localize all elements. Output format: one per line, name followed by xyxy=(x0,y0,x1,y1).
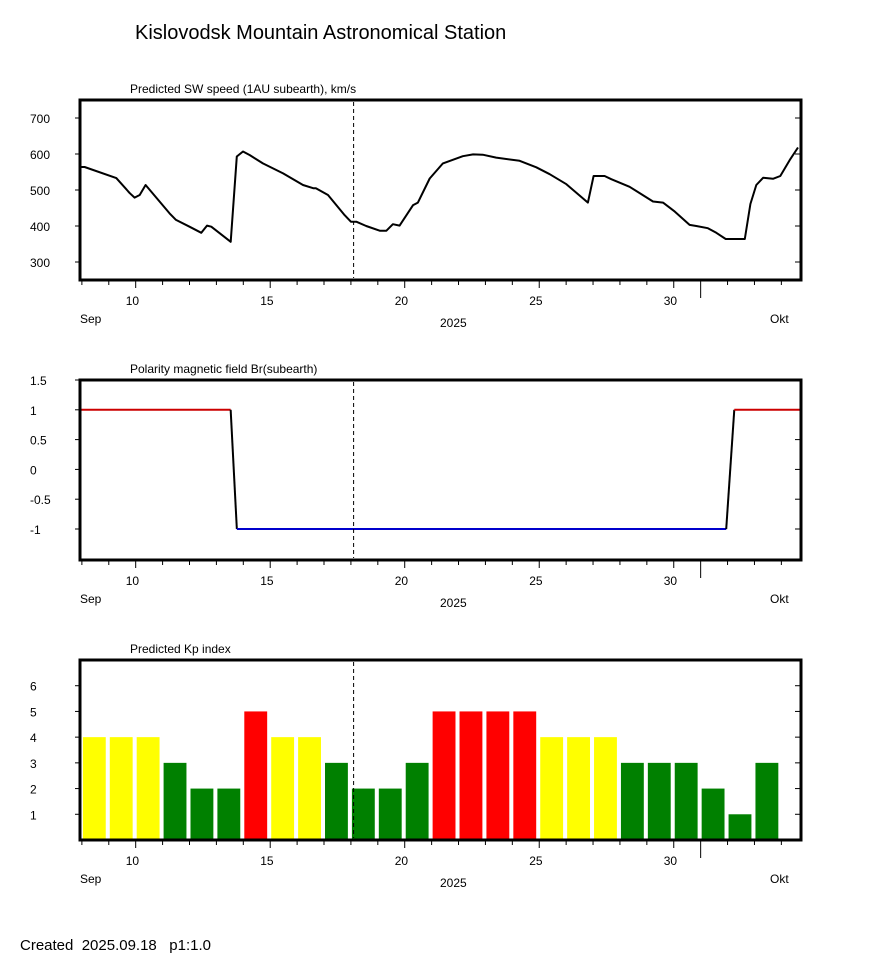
x-month-label-okt: Okt xyxy=(770,312,789,326)
kp-bar xyxy=(325,762,348,840)
plot-frame xyxy=(78,658,803,842)
y-tick-label: 6 xyxy=(30,680,37,694)
panel-title-kp: Predicted Kp index xyxy=(130,642,231,656)
y-tick-label: 300 xyxy=(30,256,50,270)
x-tick-label: 10 xyxy=(126,294,140,308)
kp-bar xyxy=(701,788,725,840)
x-month-label-sep: Sep xyxy=(80,872,102,886)
kp-bar xyxy=(620,762,644,840)
y-tick-label: 1 xyxy=(30,404,37,418)
x-tick-label: 15 xyxy=(260,854,274,868)
kp-bar xyxy=(298,737,321,840)
x-tick-label: 30 xyxy=(664,294,678,308)
polarity-transition-segment xyxy=(229,409,238,530)
kp-bar xyxy=(351,788,375,840)
y-tick-label: 3 xyxy=(30,757,37,771)
x-tick-label: 30 xyxy=(664,574,678,588)
kp-bar xyxy=(513,711,537,840)
kp-bar xyxy=(190,788,214,840)
x-tick-label: 25 xyxy=(529,294,543,308)
kp-bar xyxy=(432,711,456,840)
panel-title-sw-speed: Predicted SW speed (1AU subearth), km/s xyxy=(130,82,356,96)
x-tick-label: 30 xyxy=(664,854,678,868)
kp-bar xyxy=(567,737,591,840)
kp-bar xyxy=(728,814,752,840)
kp-bar xyxy=(109,737,133,840)
kp-bar xyxy=(82,737,106,840)
page-title: Kislovodsk Mountain Astronomical Station xyxy=(135,22,506,44)
kp-bar xyxy=(594,737,617,840)
x-tick-label: 10 xyxy=(126,574,140,588)
y-tick-label: 0.5 xyxy=(30,434,47,448)
kp-bar xyxy=(674,762,698,840)
x-month-label-okt: Okt xyxy=(770,872,789,886)
x-tick-label: 25 xyxy=(529,574,543,588)
kp-bar xyxy=(378,788,402,840)
kp-bar xyxy=(405,762,429,840)
x-tick-label: 20 xyxy=(395,294,409,308)
y-tick-label: 400 xyxy=(30,220,50,234)
y-tick-label: -1 xyxy=(30,523,41,537)
kp-bar xyxy=(136,737,160,840)
kp-bar xyxy=(647,762,671,840)
kp-bar xyxy=(540,737,564,840)
plot-frame xyxy=(78,378,803,562)
y-tick-label: 4 xyxy=(30,731,37,745)
y-tick-label: 0 xyxy=(30,463,37,477)
x-month-label-sep: Sep xyxy=(80,312,102,326)
kp-bar xyxy=(244,711,268,840)
x-tick-label: 20 xyxy=(395,574,409,588)
y-tick-label: 2 xyxy=(30,783,37,797)
kp-bar xyxy=(217,788,241,840)
footer-created: Created 2025.09.18 p1:1.0 xyxy=(20,937,211,954)
kp-bar xyxy=(459,711,483,840)
x-tick-label: 15 xyxy=(260,294,274,308)
x-year-label: 2025 xyxy=(440,316,467,330)
x-year-label: 2025 xyxy=(440,876,467,890)
x-year-label: 2025 xyxy=(440,596,467,610)
x-month-label-sep: Sep xyxy=(80,592,102,606)
x-month-label-okt: Okt xyxy=(770,592,789,606)
kp-bar xyxy=(486,711,510,840)
panel-title-polarity: Polarity magnetic field Br(subearth) xyxy=(130,362,317,376)
sw-speed-line xyxy=(80,146,799,243)
x-tick-label: 10 xyxy=(126,854,140,868)
polarity-transition-segment xyxy=(725,409,736,530)
y-tick-label: -0.5 xyxy=(30,493,51,507)
x-tick-label: 15 xyxy=(260,574,274,588)
kp-bar xyxy=(163,762,187,840)
plot-frame xyxy=(78,98,803,282)
y-tick-label: 500 xyxy=(30,184,50,198)
y-tick-label: 5 xyxy=(30,705,37,719)
kp-bar xyxy=(271,737,295,840)
x-tick-label: 20 xyxy=(395,854,409,868)
y-tick-label: 1 xyxy=(30,808,37,822)
y-tick-label: 600 xyxy=(30,148,50,162)
y-tick-label: 1.5 xyxy=(30,374,47,388)
kp-bar xyxy=(755,762,779,840)
y-tick-label: 700 xyxy=(30,112,50,126)
x-tick-label: 25 xyxy=(529,854,543,868)
